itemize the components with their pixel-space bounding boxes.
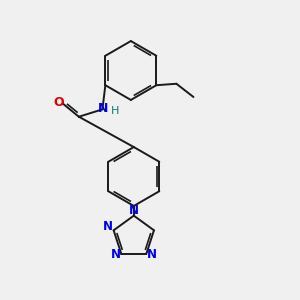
Text: N: N [147, 248, 157, 261]
Text: O: O [53, 96, 64, 109]
Text: N: N [103, 220, 113, 233]
Text: N: N [129, 204, 139, 217]
Text: N: N [110, 248, 121, 261]
Text: N: N [98, 102, 108, 115]
Text: H: H [111, 106, 119, 116]
